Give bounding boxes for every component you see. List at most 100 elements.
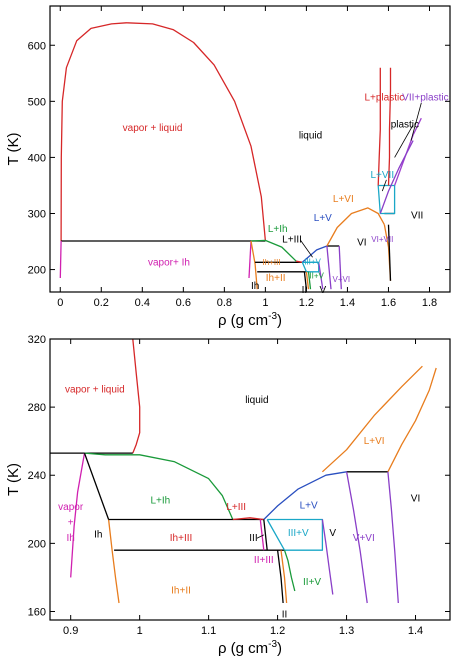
series-line-11 (321, 365, 423, 473)
pointer-line-0 (256, 534, 264, 539)
phase-label-17: II+III (254, 555, 274, 566)
y-axis-label: T (K) (5, 463, 22, 496)
series-line-12 (387, 367, 437, 473)
x-tick-label-1: 1 (137, 625, 143, 637)
series-line-15 (318, 262, 324, 290)
x-tick-label-5: 1.4 (408, 625, 423, 637)
series-line-14 (301, 261, 320, 273)
series-line-22 (377, 67, 381, 186)
x-axis-label-end: ) (277, 640, 282, 657)
x-axis-label: ρ (g cm-3) (218, 639, 282, 657)
phase-label-9: Ih (67, 533, 75, 544)
x-tick-label-2: 0.4 (135, 297, 150, 309)
series-line-12 (326, 207, 385, 247)
series-line-10 (301, 245, 328, 263)
phase-label-10: Ih (94, 529, 102, 540)
series-line-0 (132, 339, 141, 454)
phase-label-7: vapor (58, 502, 84, 513)
series-line-4 (83, 452, 110, 520)
series-line-24 (393, 117, 422, 186)
series-line-17 (338, 245, 342, 290)
y-tick-label-3: 500 (28, 96, 46, 108)
y-tick-label-2: 400 (28, 152, 46, 164)
pointer-line-2 (410, 102, 422, 141)
phase-label-13: VI+VII (371, 235, 393, 244)
series-group (59, 22, 422, 290)
x-axis-label: ρ (g cm-3) (218, 311, 282, 329)
series-line-13 (263, 519, 268, 551)
phase-label-15: V+VI (353, 533, 375, 544)
x-tick-label-2: 1.1 (201, 625, 216, 637)
series-line-9 (263, 471, 347, 520)
x-tick-label-0: 0.9 (63, 625, 78, 637)
phase-label-8: + (68, 518, 74, 529)
phase-label-7: L+VII (370, 170, 394, 181)
series-line-21 (276, 550, 284, 604)
y-tick-label-4: 600 (28, 40, 46, 52)
phase-label-0: vapor + liquid (123, 123, 183, 134)
phase-label-16: III+V (304, 257, 321, 266)
phase-label-14: V (329, 528, 336, 539)
series-line-5 (250, 239, 297, 262)
x-tick-label-7: 1.4 (340, 297, 355, 309)
x-tick-label-8: 1.6 (381, 297, 396, 309)
x-tick-label-0: 0 (57, 297, 63, 309)
series-line-0 (60, 22, 267, 242)
phase-label-3: L+Ih (268, 224, 288, 235)
x-axis-label-main: ρ (g cm (218, 640, 268, 657)
phase-label-10: plastic (391, 120, 419, 131)
series-line-8 (232, 517, 264, 521)
phase-label-4: L+V (300, 501, 318, 512)
phase-label-11: VII (411, 210, 423, 221)
pointer-line-1 (394, 124, 414, 158)
series-line-16 (326, 245, 332, 290)
series-line-5 (107, 519, 120, 604)
y-tick-label-0: 200 (28, 265, 46, 277)
y-tick-label-1: 300 (28, 208, 46, 220)
x-tick-label-4: 1.3 (339, 625, 354, 637)
series-line-18 (307, 271, 312, 290)
top-panel: vapor + liquid liquid vapor+ Ih L+IhL+III L+… (5, 5, 451, 329)
phase-label-4: L+III (282, 234, 302, 245)
x-tick-label-1: 0.2 (94, 297, 109, 309)
phase-label-0: vapor + liquid (65, 385, 125, 396)
series-line-16 (321, 519, 334, 595)
phase-label-19: Ih (251, 281, 259, 292)
phase-label-18: V+VI (332, 275, 350, 284)
phase-label-3: L+III (226, 502, 246, 513)
bottom-panel: vapor + liquid liquid L+Ih L+III L+V L+VI VI va… (5, 334, 451, 657)
x-axis-label-sup: -3 (268, 311, 277, 322)
phase-label-1: liquid (245, 395, 268, 406)
phase-label-15: Ih+II (266, 273, 286, 284)
series-line-2 (70, 452, 86, 578)
phase-label-6: L+VI (333, 194, 354, 205)
x-tick-label-3: 1.2 (270, 625, 285, 637)
series-line-6 (250, 240, 258, 290)
pointer-line-0 (299, 239, 313, 258)
x-axis-label-end: ) (277, 312, 282, 329)
series-line-17 (345, 471, 368, 604)
phase-label-12: III (249, 533, 257, 544)
x-axis-label-sup: -3 (268, 639, 277, 650)
series-line-4 (248, 240, 252, 279)
phase-label-16: Ih+II (171, 586, 191, 597)
y-tick-label-0: 160 (28, 606, 46, 618)
phase-label-9: VII+plastic (402, 93, 448, 104)
phase-label-1: liquid (299, 131, 322, 142)
plot-frame (49, 338, 451, 621)
y-tick-label-1: 200 (28, 538, 46, 550)
x-axis-label-main: ρ (g cm (218, 312, 268, 329)
x-tick-label-5: 1 (262, 297, 268, 309)
series-line-3 (59, 240, 62, 279)
pointer-line-3 (381, 179, 387, 192)
series-line-20 (303, 271, 308, 290)
phase-label-8: L+plastic (364, 93, 404, 104)
phase-label-11: Ih+III (170, 533, 193, 544)
phase-label-20: II (302, 285, 308, 296)
phase-label-6: VI (411, 494, 420, 505)
series-group (50, 339, 437, 604)
phase-label-19: II (282, 610, 288, 621)
series-line-19 (305, 271, 310, 290)
x-tick-label-4: 0.8 (217, 297, 232, 309)
